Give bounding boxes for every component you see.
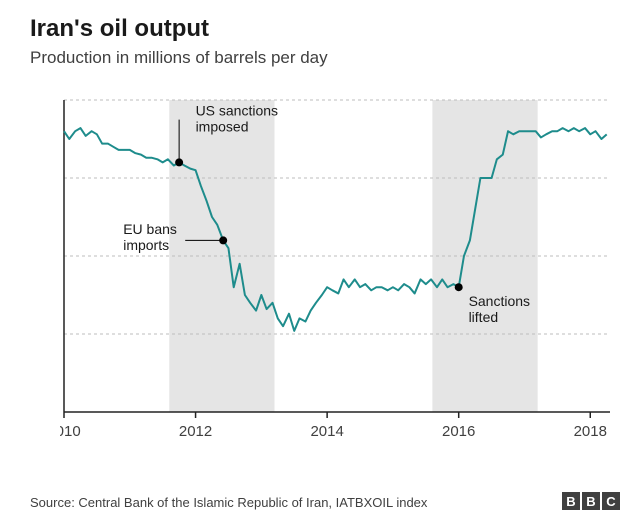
chart-title: Iran's oil output [30, 15, 209, 43]
svg-text:2016: 2016 [442, 423, 475, 440]
svg-text:2012: 2012 [179, 423, 212, 440]
logo-letter: C [602, 492, 620, 510]
logo-letter: B [562, 492, 580, 510]
logo-letter: B [582, 492, 600, 510]
plot-area: 2.02.53.03.54.020102012201420162018US sa… [60, 82, 620, 452]
svg-text:2014: 2014 [310, 423, 343, 440]
svg-text:2018: 2018 [574, 423, 607, 440]
chart-subtitle: Production in millions of barrels per da… [30, 48, 328, 68]
line-chart-svg: 2.02.53.03.54.020102012201420162018US sa… [60, 82, 620, 452]
svg-text:EU bansimports: EU bansimports [123, 221, 177, 253]
svg-text:2010: 2010 [60, 423, 81, 440]
chart-container: Iran's oil output Production in millions… [0, 0, 640, 520]
source-text: Source: Central Bank of the Islamic Repu… [30, 495, 427, 510]
bbc-logo: B B C [562, 492, 620, 510]
